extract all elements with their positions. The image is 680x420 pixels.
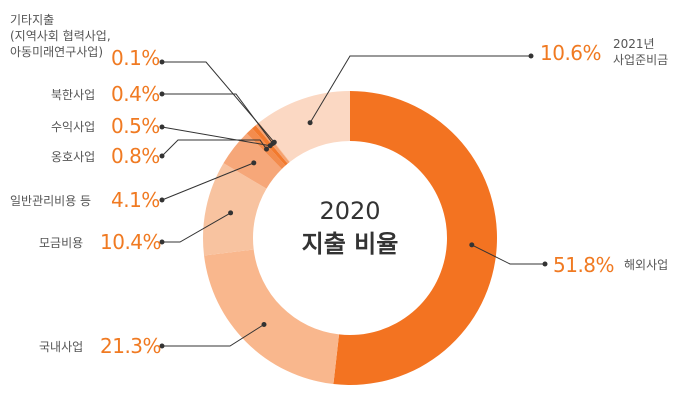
slice-value-other: 0.1% (111, 46, 160, 70)
donut-slice-fundraising (203, 163, 267, 256)
leader-line-other (162, 61, 275, 143)
leader-line-reserve (309, 55, 531, 123)
slice-label-domestic: 국내사업 (39, 340, 84, 354)
leader-dot-admin-start (251, 160, 257, 166)
leader-line-fundraising (162, 212, 231, 243)
slice-label-revenue: 수익사업 (51, 120, 96, 134)
slice-label-reserve: 2021년 사업준비금 (613, 36, 668, 68)
leader-dot-overseas-start (469, 242, 475, 248)
slice-label-overseas: 해외사업 (624, 258, 669, 272)
leader-dot-overseas-end (542, 261, 548, 267)
leader-dot-reserve-start (307, 120, 313, 126)
leader-dot-other-end (159, 59, 165, 65)
leader-dot-fundraising-end (159, 239, 165, 245)
leader-dot-reserve-end (528, 53, 534, 59)
chart-subtitle: 지출 비율 (301, 230, 399, 258)
leader-dot-revenue-end (159, 124, 165, 130)
slice-value-northkorea: 0.4% (111, 82, 160, 106)
leader-dot-domestic-start (261, 322, 267, 327)
slice-label-reserve-line1: 2021년 (613, 37, 655, 51)
slice-label-fundraising: 모금비용 (39, 236, 84, 250)
slice-label-advocacy: 옹호사업 (51, 150, 96, 164)
slice-label-admin: 일반관리비용 등 (10, 194, 92, 208)
slice-label-other: 기타지출 (지역사회 협력사업, 아동미래연구사업) (10, 12, 111, 60)
leader-dot-domestic-end (159, 343, 165, 349)
leader-line-admin (161, 162, 254, 201)
leader-line-northkorea (162, 93, 274, 144)
slice-label-reserve-line2: 사업준비금 (613, 53, 669, 67)
leader-dot-northkorea-end (159, 91, 165, 97)
leader-dot-admin-end (159, 197, 165, 203)
slice-label-other-line1: 기타지출 (10, 13, 55, 27)
leader-dot-other-start (271, 139, 277, 145)
leader-line-revenue (161, 126, 271, 147)
leader-line-overseas (471, 244, 545, 265)
slice-label-other-line3: 아동미래연구사업) (10, 45, 104, 59)
slice-value-advocacy: 0.8% (111, 144, 160, 168)
leader-line-domestic (162, 324, 265, 347)
donut-slice-reserve (259, 91, 350, 162)
donut-slice-overseas (333, 91, 498, 386)
slice-value-admin: 4.1% (111, 188, 160, 212)
leader-dot-advocacy-start (264, 146, 269, 152)
slice-value-revenue: 0.5% (111, 114, 160, 138)
chart-title: 2020 (319, 197, 381, 225)
slice-value-overseas: 51.8% (553, 253, 615, 277)
leader-dot-fundraising-start (228, 210, 234, 216)
donut-slice-domestic (204, 249, 340, 385)
slice-value-domestic: 21.3% (100, 334, 162, 358)
slice-value-fundraising: 10.4% (100, 230, 162, 254)
slice-value-reserve: 10.6% (540, 41, 602, 65)
slice-label-northkorea: 북한사업 (51, 88, 96, 102)
leader-dot-advocacy-end (159, 153, 165, 159)
slice-label-other-line2: (지역사회 협력사업, (10, 29, 111, 43)
